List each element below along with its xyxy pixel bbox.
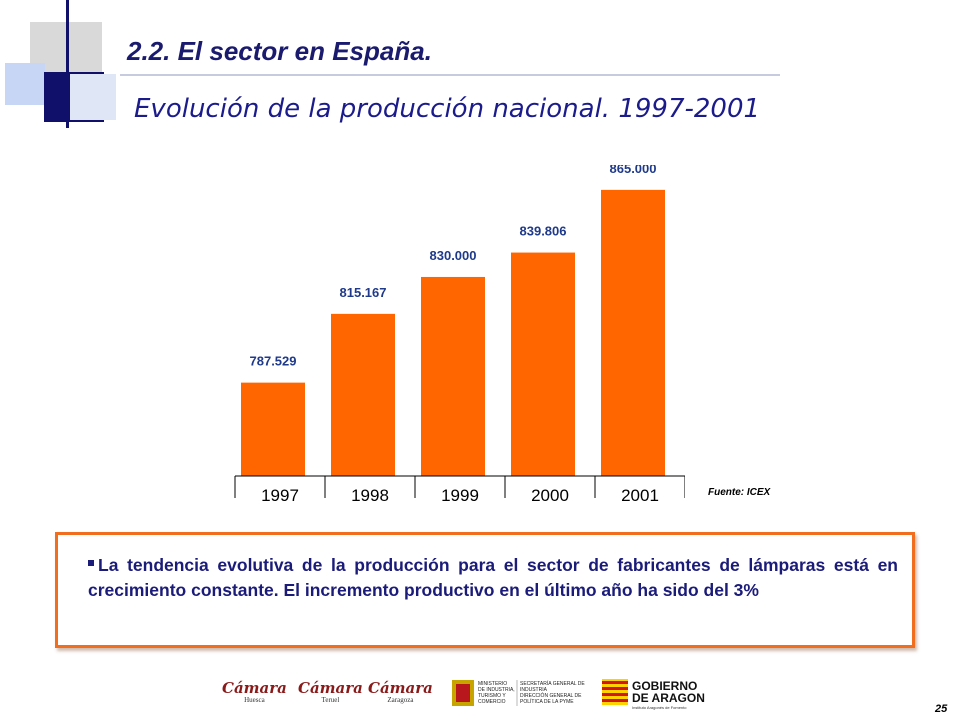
logo-camara-word: Cámara [222, 679, 287, 697]
bar-2001 [601, 189, 665, 476]
bar-2000 [511, 252, 575, 476]
production-bar-chart: 787.529 815.167 830.000 839.806 865.000 1997… [234, 165, 685, 505]
logo-camara-city: Huesca [244, 696, 265, 704]
section-title: 2.2. El sector en España. [127, 36, 432, 66]
source-note: Fuente: ICEX [708, 487, 771, 498]
data-label-1998: 815.167 [340, 285, 387, 300]
data-labels-group: 787.529 815.167 830.000 839.806 865.000 [250, 165, 657, 369]
logo-camara-huesca: Cámara Huesca [222, 680, 287, 704]
logo-camara-teruel: Cámara Teruel [298, 680, 363, 704]
x-axis: 1997 1998 1999 2000 2001 [234, 475, 685, 505]
x-tick-label-1998: 1998 [351, 486, 389, 505]
slide-subtitle: Evolución de la producción nacional. 199… [134, 94, 761, 124]
summary-box: La tendencia evolutiva de la producción … [55, 532, 915, 648]
data-label-1999: 830.000 [430, 248, 477, 263]
secretaria-line: INDUSTRIA [520, 687, 548, 693]
page-number: 25 [935, 703, 948, 715]
secretaria-line: SECRETARÍA GENERAL DE [520, 680, 585, 687]
summary-sentence: La tendencia evolutiva de la producción … [88, 555, 898, 600]
coat-of-arms-inner [456, 684, 470, 702]
decor-square-light [70, 74, 116, 120]
decor-vertical-line [66, 0, 69, 128]
secretaria-line: POLÍTICA DE LA PYME [520, 698, 574, 705]
x-tick-label-1999: 1999 [441, 486, 479, 505]
summary-text: La tendencia evolutiva de la producción … [88, 553, 898, 603]
bars-group [241, 189, 665, 476]
secretaria-line: DIRECCIÓN GENERAL DE [520, 692, 582, 699]
gobierno-line3: Instituto Aragonés de Fomento [632, 705, 687, 710]
aragon-flag-icon [602, 679, 628, 705]
logo-camara-word: Cámara [368, 679, 433, 697]
bar-1997 [241, 382, 305, 476]
logo-gobierno-aragon: GOBIERNO DE ARAGON Instituto Aragonés de… [602, 679, 705, 710]
bar-1999 [421, 276, 485, 476]
logo-camara-word: Cámara [298, 679, 363, 697]
logo-camara-city: Teruel [321, 696, 340, 704]
ministerio-line: TURISMO Y [478, 693, 506, 699]
title-underline [120, 74, 780, 76]
ministerio-line: MINISTERIO [478, 681, 507, 687]
logo-ministerio: MINISTERIO DE INDUSTRIA, TURISMO Y COMER… [452, 680, 585, 706]
ministerio-line: DE INDUSTRIA, [478, 687, 515, 693]
gobierno-line1: GOBIERNO [632, 679, 697, 693]
ministerio-line: COMERCIO [478, 699, 506, 705]
decor-square-blue [5, 63, 45, 105]
bar-1998 [331, 313, 395, 476]
logo-camara-city: Zaragoza [387, 696, 414, 704]
gobierno-line2: DE ARAGON [632, 691, 705, 705]
data-label-2000: 839.806 [520, 224, 567, 239]
data-label-2001: 865.000 [610, 165, 657, 176]
x-tick-label-2000: 2000 [531, 486, 569, 505]
x-tick-label-1997: 1997 [261, 486, 299, 505]
data-label-1997: 787.529 [250, 354, 297, 369]
x-tick-label-2001: 2001 [621, 486, 659, 505]
bullet-icon [88, 560, 94, 567]
logo-camara-zaragoza: Cámara Zaragoza [368, 680, 433, 704]
